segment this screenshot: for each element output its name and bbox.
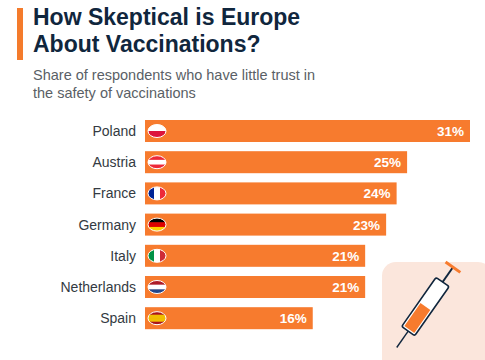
flag bbox=[148, 280, 166, 295]
data-label: 21% bbox=[332, 249, 359, 264]
category-label: France bbox=[92, 185, 136, 201]
syringe-plunger bbox=[443, 267, 453, 282]
flag-border bbox=[148, 218, 166, 231]
syringe bbox=[389, 262, 460, 353]
flag bbox=[148, 249, 167, 263]
flag-border bbox=[148, 312, 166, 325]
syringe-illustration bbox=[382, 262, 485, 360]
subtitle: Share of respondents who have little tru… bbox=[33, 66, 338, 102]
data-label: 16% bbox=[280, 311, 307, 326]
bar bbox=[145, 276, 365, 298]
flag-border bbox=[148, 125, 166, 138]
flag-stripe bbox=[148, 285, 166, 290]
flag-border bbox=[148, 187, 166, 200]
flag-stripe bbox=[148, 124, 166, 132]
bar bbox=[145, 214, 386, 236]
category-label: Italy bbox=[110, 248, 136, 264]
flag-stripe bbox=[148, 160, 166, 165]
flag bbox=[148, 311, 166, 326]
flag-border bbox=[148, 249, 166, 262]
flag-border bbox=[148, 156, 166, 169]
data-label: 25% bbox=[374, 155, 401, 170]
flag bbox=[148, 155, 166, 170]
category-label: Poland bbox=[92, 123, 136, 139]
category-label: Spain bbox=[100, 310, 136, 326]
flag-stripe bbox=[148, 318, 166, 322]
title: How Skeptical is Europe About Vaccinatio… bbox=[33, 4, 333, 58]
bar bbox=[145, 120, 470, 142]
flag-stripe bbox=[148, 315, 166, 319]
category-label: Austria bbox=[92, 154, 136, 170]
syringe-needle bbox=[397, 331, 408, 347]
bar bbox=[145, 182, 397, 204]
data-label: 24% bbox=[364, 186, 391, 201]
data-label: 21% bbox=[332, 280, 359, 295]
illustration-bg bbox=[382, 262, 485, 360]
labels: Poland 31% Austria 25% France 24% Germany 23% It… bbox=[61, 123, 465, 326]
category-label: Germany bbox=[78, 217, 136, 233]
flag bbox=[148, 186, 167, 200]
flag bbox=[148, 124, 166, 139]
data-label: 31% bbox=[437, 124, 464, 139]
bar bbox=[145, 307, 313, 329]
flag-border bbox=[148, 281, 166, 294]
syringe-handle bbox=[446, 262, 461, 272]
flag bbox=[148, 218, 166, 233]
bar bbox=[145, 245, 365, 267]
accent-stripe bbox=[17, 8, 23, 60]
chart: Poland 31% Austria 25% France 24% Germany 23% It… bbox=[0, 0, 485, 360]
flag-stripe bbox=[148, 222, 166, 227]
category-label: Netherlands bbox=[61, 279, 137, 295]
bar bbox=[145, 151, 407, 173]
syringe-liquid bbox=[404, 303, 430, 333]
flag-stripe bbox=[154, 249, 161, 263]
flag-stripe bbox=[154, 186, 161, 200]
bars bbox=[145, 120, 470, 329]
syringe-barrel bbox=[402, 277, 450, 335]
data-label: 23% bbox=[353, 218, 380, 233]
